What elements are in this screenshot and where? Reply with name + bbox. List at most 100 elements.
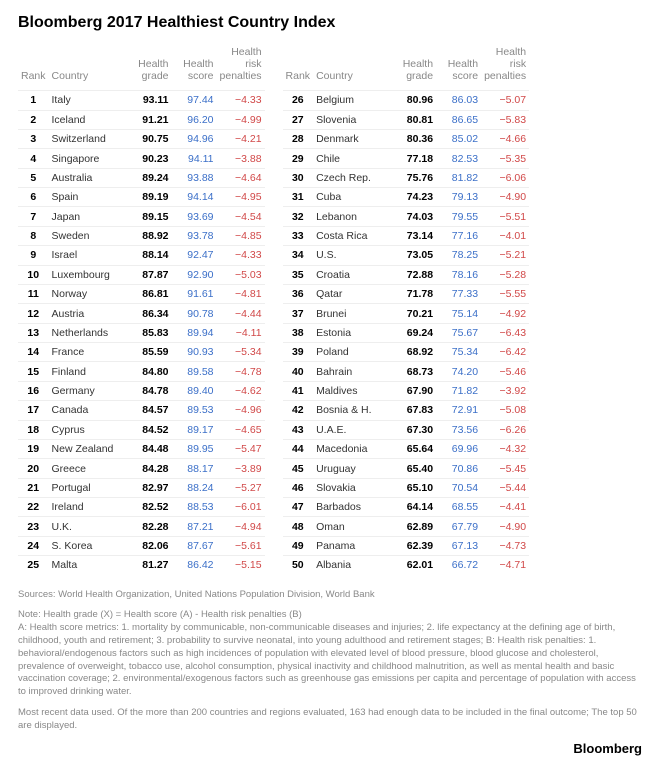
table-row: 43U.A.E.67.3073.56−6.26	[283, 420, 530, 439]
table-row: 1Italy93.1197.44−4.33	[18, 91, 265, 110]
cell-rank: 9	[18, 246, 49, 265]
cell-score: 70.86	[436, 459, 481, 478]
notes-sources: Sources: World Health Organization, Unit…	[18, 589, 642, 602]
cell-grade: 82.06	[127, 536, 172, 555]
cell-score: 75.67	[436, 323, 481, 342]
cell-grade: 73.05	[391, 246, 436, 265]
cell-grade: 88.92	[127, 226, 172, 245]
cell-grade: 89.19	[127, 188, 172, 207]
cell-penalty: −3.92	[481, 381, 529, 400]
cell-grade: 82.28	[127, 517, 172, 536]
cell-country: Switzerland	[49, 129, 127, 148]
cell-country: France	[49, 343, 127, 362]
table-row: 25Malta81.2786.42−5.15	[18, 556, 265, 575]
table-row: 50Albania62.0166.72−4.71	[283, 556, 530, 575]
cell-rank: 16	[18, 381, 49, 400]
cell-country: Ireland	[49, 498, 127, 517]
cell-country: U.K.	[49, 517, 127, 536]
cell-score: 89.17	[172, 420, 217, 439]
cell-country: Spain	[49, 188, 127, 207]
cell-country: Malta	[49, 556, 127, 575]
table-row: 31Cuba74.2379.13−4.90	[283, 188, 530, 207]
cell-country: New Zealand	[49, 439, 127, 458]
table-row: 8Sweden88.9293.78−4.85	[18, 226, 265, 245]
cell-rank: 25	[18, 556, 49, 575]
cell-score: 92.47	[172, 246, 217, 265]
cell-penalty: −4.81	[217, 284, 265, 303]
cell-rank: 14	[18, 343, 49, 362]
cell-score: 78.25	[436, 246, 481, 265]
cell-penalty: −6.01	[217, 498, 265, 517]
cell-grade: 71.78	[391, 284, 436, 303]
cell-penalty: −5.47	[217, 439, 265, 458]
cell-grade: 68.92	[391, 343, 436, 362]
cell-country: Costa Rica	[313, 226, 391, 245]
cell-grade: 74.23	[391, 188, 436, 207]
table-row: 16Germany84.7889.40−4.62	[18, 381, 265, 400]
cell-grade: 69.24	[391, 323, 436, 342]
table-row: 22Ireland82.5288.53−6.01	[18, 498, 265, 517]
cell-rank: 12	[18, 304, 49, 323]
table-row: 35Croatia72.8878.16−5.28	[283, 265, 530, 284]
cell-grade: 88.14	[127, 246, 172, 265]
table-row: 11Norway86.8191.61−4.81	[18, 284, 265, 303]
cell-penalty: −4.73	[481, 536, 529, 555]
notes-method: A: Health score metrics: 1. mortality by…	[18, 622, 636, 697]
cell-penalty: −4.64	[217, 168, 265, 187]
cell-score: 87.21	[172, 517, 217, 536]
cell-grade: 67.90	[391, 381, 436, 400]
cell-penalty: −5.28	[481, 265, 529, 284]
cell-grade: 86.81	[127, 284, 172, 303]
cell-grade: 90.23	[127, 149, 172, 168]
cell-rank: 22	[18, 498, 49, 517]
cell-penalty: −4.41	[481, 498, 529, 517]
cell-score: 89.58	[172, 362, 217, 381]
ranking-table-right: RankCountryHealthgradeHealthscoreHealth …	[283, 42, 530, 575]
cell-rank: 35	[283, 265, 314, 284]
table-row: 49Panama62.3967.13−4.73	[283, 536, 530, 555]
cell-country: Portugal	[49, 478, 127, 497]
cell-country: Cuba	[313, 188, 391, 207]
cell-rank: 5	[18, 168, 49, 187]
cell-rank: 37	[283, 304, 314, 323]
cell-rank: 20	[18, 459, 49, 478]
table-row: 20Greece84.2888.17−3.89	[18, 459, 265, 478]
table-row: 28Denmark80.3685.02−4.66	[283, 129, 530, 148]
cell-country: Croatia	[313, 265, 391, 284]
cell-country: Japan	[49, 207, 127, 226]
cell-grade: 82.52	[127, 498, 172, 517]
cell-country: Italy	[49, 91, 127, 110]
cell-score: 77.33	[436, 284, 481, 303]
cell-grade: 87.87	[127, 265, 172, 284]
cell-country: Greece	[49, 459, 127, 478]
notes-recent: Most recent data used. Of the more than …	[18, 707, 642, 733]
cell-rank: 30	[283, 168, 314, 187]
cell-score: 79.13	[436, 188, 481, 207]
table-row: 14France85.5990.93−5.34	[18, 343, 265, 362]
cell-rank: 24	[18, 536, 49, 555]
cell-penalty: −4.11	[217, 323, 265, 342]
cell-country: U.S.	[313, 246, 391, 265]
cell-penalty: −4.62	[217, 381, 265, 400]
table-row: 39Poland68.9275.34−6.42	[283, 343, 530, 362]
cell-penalty: −4.32	[481, 439, 529, 458]
cell-score: 97.44	[172, 91, 217, 110]
cell-country: Sweden	[49, 226, 127, 245]
cell-score: 93.88	[172, 168, 217, 187]
cell-score: 71.82	[436, 381, 481, 400]
notes-block: Sources: World Health Organization, Unit…	[18, 589, 642, 733]
cell-grade: 93.11	[127, 91, 172, 110]
cell-rank: 49	[283, 536, 314, 555]
cell-score: 78.16	[436, 265, 481, 284]
cell-score: 93.78	[172, 226, 217, 245]
cell-grade: 75.76	[391, 168, 436, 187]
cell-penalty: −4.33	[217, 91, 265, 110]
cell-score: 88.24	[172, 478, 217, 497]
cell-country: Qatar	[313, 284, 391, 303]
cell-country: Canada	[49, 401, 127, 420]
cell-country: Uruguay	[313, 459, 391, 478]
cell-score: 67.79	[436, 517, 481, 536]
cell-score: 75.14	[436, 304, 481, 323]
cell-grade: 82.97	[127, 478, 172, 497]
cell-score: 77.16	[436, 226, 481, 245]
